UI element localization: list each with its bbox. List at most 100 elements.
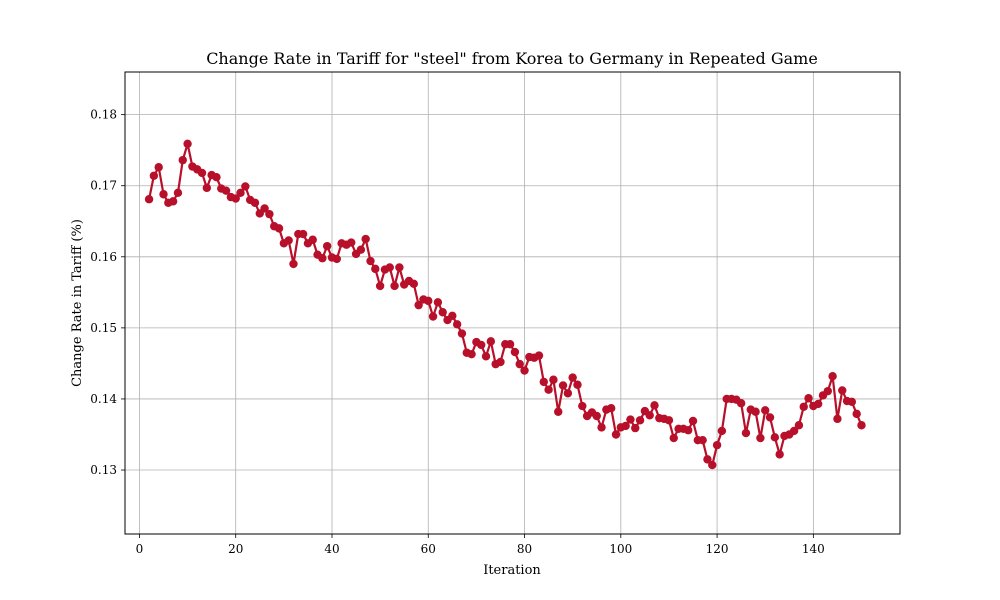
data-point bbox=[424, 296, 433, 306]
data-point bbox=[361, 234, 370, 244]
data-point bbox=[467, 349, 476, 359]
data-series bbox=[144, 139, 866, 470]
data-point bbox=[448, 311, 457, 320]
data-point bbox=[154, 163, 163, 172]
data-point bbox=[274, 224, 284, 233]
x-tick-label: 140 bbox=[802, 542, 825, 556]
data-point bbox=[813, 399, 823, 409]
data-point bbox=[789, 426, 799, 436]
data-point bbox=[573, 380, 582, 389]
data-point bbox=[178, 155, 187, 165]
x-tick-label: 80 bbox=[517, 542, 532, 556]
data-point bbox=[265, 209, 274, 219]
data-point bbox=[756, 433, 765, 443]
data-point bbox=[173, 188, 183, 198]
x-tick-label: 40 bbox=[324, 542, 339, 556]
data-point bbox=[549, 375, 558, 384]
data-point bbox=[197, 168, 207, 178]
data-point bbox=[539, 377, 548, 387]
data-point bbox=[438, 308, 447, 317]
data-point bbox=[703, 455, 712, 464]
data-point bbox=[284, 236, 293, 245]
data-point bbox=[611, 430, 621, 439]
grid-lines bbox=[125, 72, 900, 534]
y-tick-label: 0.13 bbox=[90, 463, 117, 477]
data-point bbox=[597, 423, 606, 432]
y-tick-label: 0.15 bbox=[90, 321, 117, 335]
data-point bbox=[510, 347, 520, 357]
data-point bbox=[664, 416, 674, 425]
data-point bbox=[241, 182, 250, 191]
data-point bbox=[606, 403, 616, 413]
data-point bbox=[804, 394, 813, 403]
chart-title: Change Rate in Tariff for "steel" from K… bbox=[206, 49, 818, 68]
data-point bbox=[149, 171, 159, 180]
data-point bbox=[761, 406, 770, 415]
data-point bbox=[221, 186, 231, 195]
data-point bbox=[847, 397, 857, 406]
data-point bbox=[520, 366, 529, 375]
data-point bbox=[650, 401, 659, 410]
data-point bbox=[645, 411, 654, 420]
x-tick-label: 60 bbox=[421, 542, 436, 556]
data-point bbox=[308, 235, 317, 244]
data-point bbox=[414, 300, 423, 310]
data-point bbox=[554, 407, 563, 416]
y-tick-label: 0.17 bbox=[90, 179, 117, 193]
data-point bbox=[318, 254, 327, 263]
data-point bbox=[144, 195, 154, 204]
x-tick-label: 20 bbox=[228, 542, 243, 556]
data-point bbox=[621, 421, 630, 431]
data-point bbox=[578, 401, 587, 411]
data-point bbox=[712, 440, 722, 450]
data-point bbox=[799, 402, 808, 411]
data-point bbox=[592, 411, 601, 421]
data-point bbox=[852, 409, 861, 419]
data-point bbox=[717, 426, 727, 436]
data-point bbox=[669, 433, 678, 443]
data-point bbox=[477, 340, 486, 350]
data-point bbox=[481, 352, 491, 361]
data-point bbox=[183, 139, 192, 148]
data-point bbox=[385, 263, 394, 272]
data-point bbox=[332, 254, 341, 264]
data-point bbox=[736, 399, 746, 408]
data-point bbox=[322, 241, 332, 251]
data-point bbox=[708, 460, 717, 470]
y-axis-ticks: 0.13 0.14 0.15 0.16 0.17 0.18 bbox=[90, 108, 125, 477]
data-point bbox=[452, 320, 462, 329]
plot-area-frame bbox=[124, 71, 901, 535]
data-point bbox=[505, 340, 515, 349]
data-point bbox=[433, 298, 443, 307]
data-point bbox=[534, 351, 544, 360]
x-axis-label: Iteration bbox=[483, 563, 541, 578]
data-point bbox=[688, 416, 698, 426]
data-point bbox=[168, 197, 178, 206]
data-point bbox=[558, 381, 568, 390]
data-point bbox=[457, 329, 467, 338]
data-point bbox=[356, 245, 366, 254]
data-point bbox=[563, 389, 573, 398]
data-point bbox=[486, 337, 496, 346]
data-point bbox=[833, 414, 842, 424]
data-point bbox=[765, 413, 775, 422]
data-point bbox=[684, 426, 693, 435]
data-point bbox=[250, 198, 260, 207]
data-point bbox=[260, 204, 269, 213]
data-point bbox=[775, 450, 784, 459]
data-point bbox=[823, 386, 832, 396]
data-point bbox=[828, 372, 837, 381]
data-point bbox=[698, 435, 707, 445]
x-tick-label: 120 bbox=[706, 542, 729, 556]
data-point bbox=[236, 188, 245, 198]
data-point bbox=[375, 281, 385, 291]
data-point bbox=[794, 421, 804, 430]
x-axis-ticks: 0 20 40 60 80 100 120 140 bbox=[136, 534, 825, 556]
y-tick-label: 0.18 bbox=[90, 108, 117, 122]
data-point bbox=[857, 421, 866, 430]
data-point bbox=[635, 416, 645, 425]
data-point bbox=[289, 259, 298, 269]
data-point bbox=[390, 281, 399, 291]
y-tick-label: 0.16 bbox=[90, 250, 117, 264]
